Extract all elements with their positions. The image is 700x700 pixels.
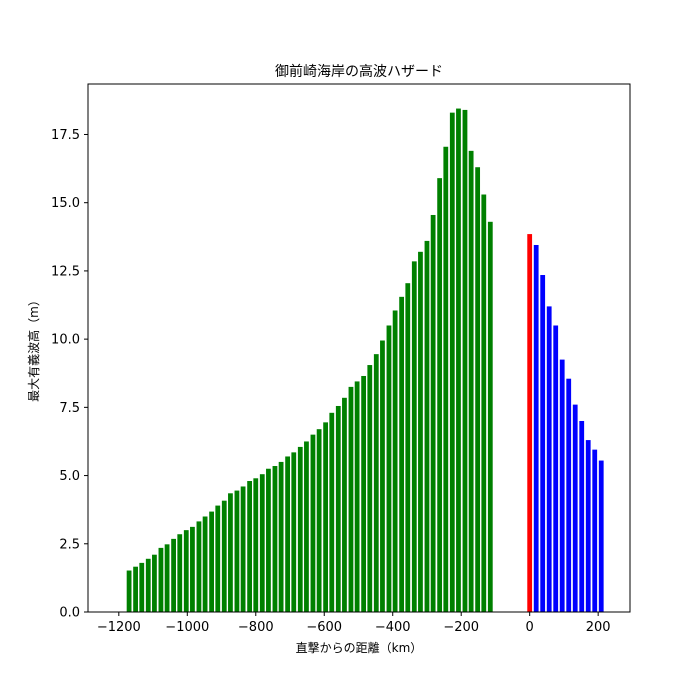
bar xyxy=(316,429,322,612)
bar xyxy=(297,446,303,612)
y-axis-label: 最大有義波高（m） xyxy=(26,294,41,402)
bar xyxy=(183,530,189,612)
bar xyxy=(546,306,552,612)
bar xyxy=(139,562,145,612)
bar xyxy=(437,178,443,612)
y-tick-label: 15.0 xyxy=(51,196,80,211)
bar xyxy=(449,112,455,613)
bar xyxy=(323,422,329,612)
bar xyxy=(585,440,591,612)
y-tick-label: 2.5 xyxy=(59,537,80,552)
chart-title: 御前崎海岸の高波ハザード xyxy=(275,63,443,80)
bar xyxy=(380,340,385,612)
bar xyxy=(367,365,373,612)
x-tick-label: −200 xyxy=(443,620,479,635)
bar xyxy=(266,468,271,612)
x-tick-label: −600 xyxy=(306,620,342,635)
bar xyxy=(443,146,449,612)
bar xyxy=(418,251,423,612)
bar xyxy=(259,474,265,612)
bar xyxy=(304,441,309,612)
bar xyxy=(152,554,157,612)
bar xyxy=(221,500,227,612)
bar xyxy=(209,511,214,612)
bar xyxy=(240,486,246,612)
y-axis-ticks: 0.0 2.5 5.0 7.5 10.0 12.5 15.0 17.5 xyxy=(51,128,88,621)
bar xyxy=(291,452,297,612)
y-tick-label: 17.5 xyxy=(51,128,80,143)
bar xyxy=(386,325,392,612)
bar xyxy=(405,283,411,612)
bar xyxy=(354,381,360,612)
y-tick-label: 10.0 xyxy=(51,333,80,348)
bar xyxy=(572,404,578,612)
y-tick-label: 0.0 xyxy=(59,606,80,621)
bar xyxy=(335,405,341,612)
bar xyxy=(527,234,533,612)
bar xyxy=(158,547,164,612)
bars-group xyxy=(126,108,604,613)
bar xyxy=(579,420,585,612)
bar xyxy=(468,150,474,612)
bar xyxy=(540,275,546,612)
bar xyxy=(392,310,398,612)
bar xyxy=(361,375,367,612)
bar xyxy=(553,325,559,612)
bar xyxy=(399,296,405,612)
plot-area-frame xyxy=(87,83,631,613)
bar xyxy=(228,493,233,612)
bar xyxy=(171,538,176,612)
bar xyxy=(481,194,487,612)
bar xyxy=(190,526,195,612)
bar xyxy=(487,221,493,613)
x-axis-label: 直撃からの距離（km） xyxy=(296,640,423,655)
bar xyxy=(592,449,598,612)
bar xyxy=(196,521,202,612)
bar xyxy=(164,544,170,612)
y-tick-label: 5.0 xyxy=(59,469,80,484)
bar xyxy=(202,516,208,612)
bar xyxy=(559,359,565,612)
bar xyxy=(234,490,240,612)
bar xyxy=(126,570,132,612)
bar xyxy=(145,558,151,612)
bar xyxy=(329,412,335,612)
bar xyxy=(566,378,572,612)
bar xyxy=(475,167,481,612)
bar xyxy=(177,534,183,612)
bar xyxy=(215,505,221,612)
x-tick-label: −1000 xyxy=(165,620,209,635)
x-tick-label: −400 xyxy=(375,620,411,635)
bar xyxy=(253,478,259,612)
bar xyxy=(430,214,436,613)
bar xyxy=(598,460,604,612)
bar xyxy=(310,434,316,612)
bar xyxy=(533,244,539,613)
bar xyxy=(272,466,278,612)
bar xyxy=(424,240,430,612)
bar xyxy=(348,386,354,612)
x-tick-label: −800 xyxy=(238,620,274,635)
bar xyxy=(278,461,284,612)
x-axis-ticks: −1200 −1000 −800 −600 −400 −200 0 200 xyxy=(97,612,611,635)
bar xyxy=(456,108,461,612)
y-tick-label: 12.5 xyxy=(51,264,80,279)
bar xyxy=(133,566,138,612)
bar xyxy=(411,261,417,612)
x-tick-label: 0 xyxy=(526,620,534,635)
bar xyxy=(285,456,291,612)
bar xyxy=(247,481,252,612)
bar xyxy=(342,397,347,612)
bar xyxy=(462,109,468,613)
x-tick-label: −1200 xyxy=(97,620,141,635)
x-tick-label: 200 xyxy=(586,620,611,635)
bar xyxy=(373,354,379,612)
y-tick-label: 7.5 xyxy=(59,401,80,416)
